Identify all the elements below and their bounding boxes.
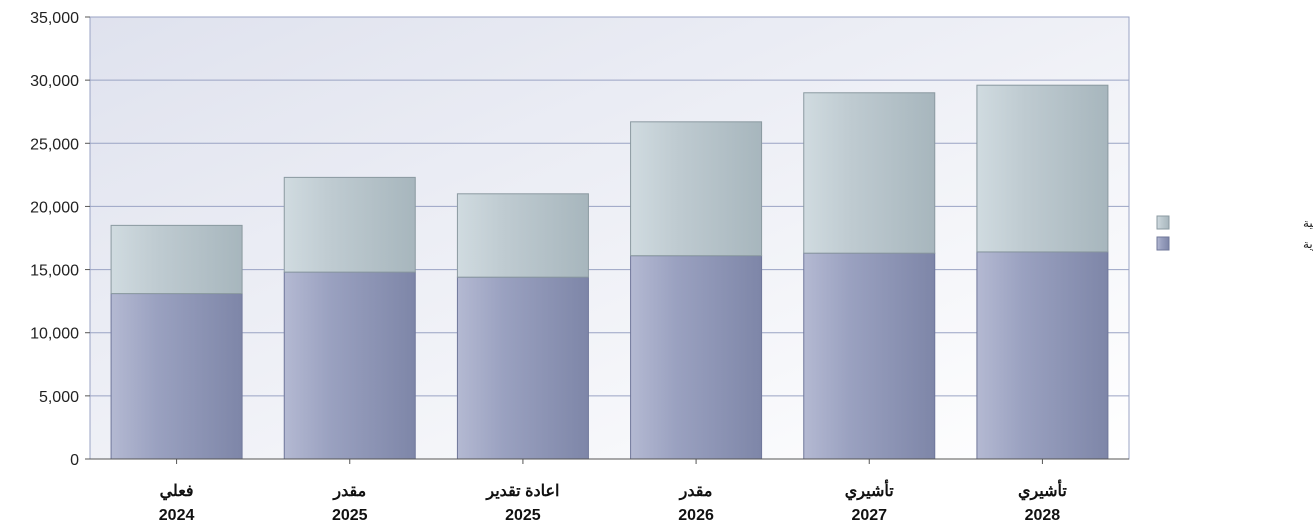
y-tick-label: 5,000 xyxy=(39,389,79,406)
y-tick-label: 10,000 xyxy=(30,326,79,343)
y-tick-label: 35,000 xyxy=(30,10,79,27)
bar-segment xyxy=(456,193,589,278)
x-category-year: 2026 xyxy=(678,507,714,524)
x-category-year: 2025 xyxy=(505,507,541,524)
bars xyxy=(110,84,1109,460)
x-category-year: 2028 xyxy=(1025,507,1061,524)
bar-segment xyxy=(283,176,416,273)
x-category-label: تأشيري xyxy=(1018,478,1067,501)
x-category-label: تأشيري xyxy=(845,478,894,501)
bar-segment xyxy=(110,293,243,460)
y-tick-label: 0 xyxy=(70,452,79,469)
bar-segment xyxy=(976,251,1109,460)
bar-segment xyxy=(630,121,763,257)
x-category-label: مقدر xyxy=(332,483,366,501)
x-axis: فعلي 2024 مقدر 2025 اعادة تقدير 2025 مقدر 2026 ت… xyxy=(159,459,1067,524)
x-category-year: 2025 xyxy=(332,507,368,524)
legend-swatch-capital xyxy=(1156,215,1170,230)
bar-segment xyxy=(283,271,416,460)
y-tick-label: 20,000 xyxy=(30,199,79,216)
y-axis: 0 5,000 10,000 15,000 20,000 25,000 30,000 35,0… xyxy=(30,10,90,469)
y-tick-label: 15,000 xyxy=(30,263,79,280)
legend-swatch-current xyxy=(1156,236,1170,251)
bar-segment xyxy=(110,224,243,295)
bar-segment xyxy=(630,255,763,460)
y-tick-label: 30,000 xyxy=(30,73,79,90)
bar-segment xyxy=(803,92,936,254)
x-category-year: 2027 xyxy=(851,507,887,524)
x-category-label: اعادة تقدير xyxy=(485,483,559,501)
legend-label-current: النفقات الجارية xyxy=(1303,237,1313,252)
bar-segment xyxy=(976,84,1109,253)
bar-segment xyxy=(456,276,589,460)
legend: النفقات الرأسمالية النفقات الجارية xyxy=(1156,215,1313,252)
x-category-label: مقدر xyxy=(679,483,713,501)
x-category-year: 2024 xyxy=(159,507,195,524)
plot-background xyxy=(89,16,1130,460)
x-category-label: فعلي xyxy=(160,483,194,501)
legend-label-capital: النفقات الرأسمالية xyxy=(1303,215,1313,231)
y-tick-label: 25,000 xyxy=(30,136,79,153)
bar-segment xyxy=(803,252,936,460)
gridlines xyxy=(90,79,1129,397)
